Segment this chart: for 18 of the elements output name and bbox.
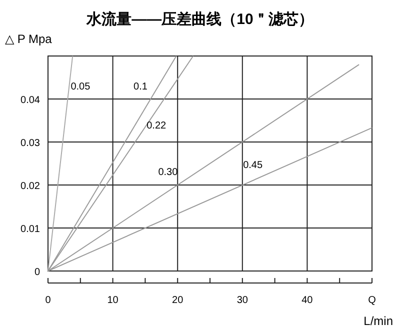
chart-title: 水流量——压差曲线（10＂滤芯） [86,10,314,28]
x-axis-title: L/min [364,314,393,328]
series-label: 0.22 [146,120,167,132]
y-tick-label: 0.01 [20,224,40,235]
series-label: 0.45 [243,160,263,171]
series-label: 0.1 [134,82,148,93]
x-tick-label: 10 [107,295,119,306]
y-axis-title: △ P Mpa [5,32,52,46]
y-tick-label: 0.03 [20,138,40,149]
series-label: 0.05 [70,82,91,93]
x-tick-label: 30 [236,295,248,306]
x-tick-label: 40 [302,295,314,306]
x-tick-label: 0 [45,295,52,306]
x-tick-label: Q [368,295,376,306]
y-tick-label: 0 [34,267,40,278]
y-tick-label: 0.04 [20,95,40,106]
x-tick-label: 20 [172,295,184,306]
y-tick-label: 0.02 [20,181,40,192]
